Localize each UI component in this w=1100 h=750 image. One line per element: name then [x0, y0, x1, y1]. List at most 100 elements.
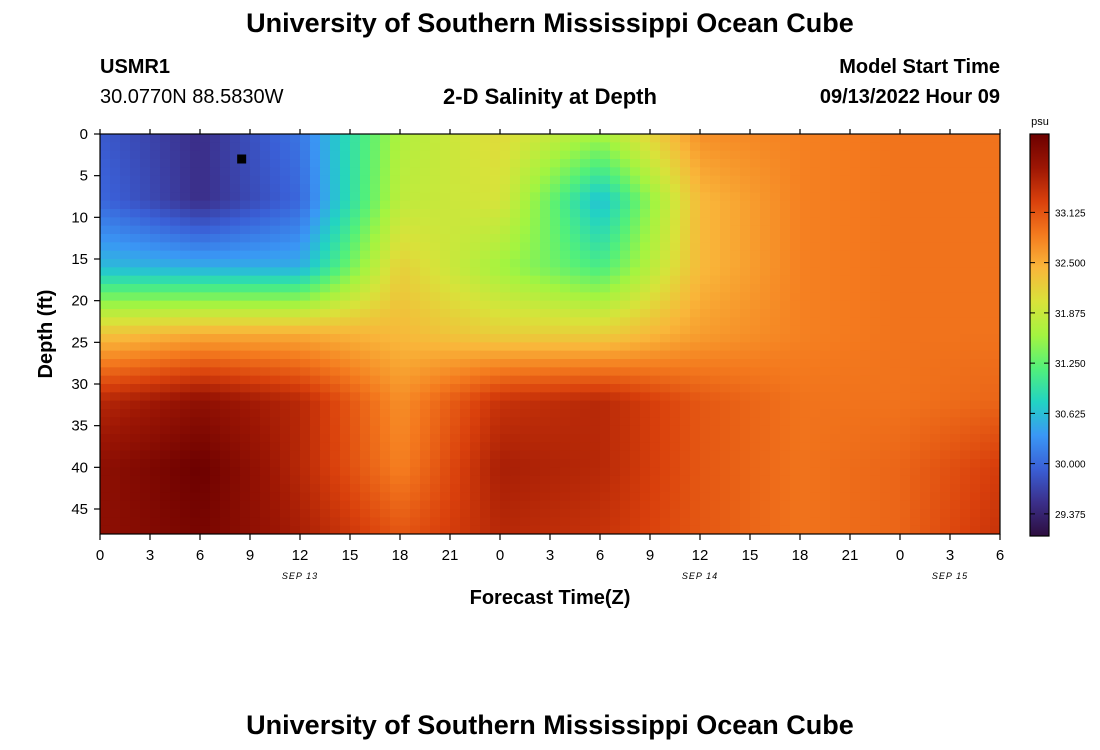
- heatmap-cell: [600, 450, 611, 460]
- heatmap-cell: [770, 175, 781, 185]
- heatmap-cell: [840, 150, 851, 160]
- heatmap-cell: [850, 442, 861, 452]
- heatmap-cell: [460, 167, 471, 177]
- colorbar-tick-label: 32.500: [1055, 259, 1086, 270]
- heatmap-cell: [190, 367, 201, 377]
- heatmap-cell: [290, 375, 301, 385]
- heatmap-cell: [510, 325, 521, 335]
- heatmap-cell: [510, 509, 521, 518]
- heatmap-cell: [400, 242, 411, 252]
- heatmap-cell: [940, 350, 951, 360]
- heatmap-cell: [280, 300, 291, 310]
- heatmap-cell: [420, 192, 431, 202]
- heatmap-cell: [480, 284, 491, 293]
- heatmap-cell: [730, 492, 741, 502]
- heatmap-cell: [190, 417, 201, 427]
- heatmap-cell: [280, 250, 291, 260]
- heatmap-cell: [300, 192, 311, 202]
- heatmap-cell: [190, 234, 201, 243]
- heatmap-cell: [530, 492, 541, 502]
- heatmap-cell: [920, 300, 931, 310]
- heatmap-cell: [140, 325, 151, 335]
- heatmap-cell: [530, 450, 541, 460]
- heatmap-cell: [580, 317, 591, 327]
- heatmap-cell: [490, 350, 501, 360]
- heatmap-cell: [650, 234, 661, 243]
- heatmap-cell: [430, 284, 441, 293]
- heatmap-cell: [190, 350, 201, 360]
- heatmap-cell: [530, 209, 541, 218]
- heatmap-cell: [480, 517, 491, 527]
- heatmap-cell: [730, 259, 741, 268]
- heatmap-cell: [670, 209, 681, 218]
- heatmap-cell: [350, 200, 361, 210]
- heatmap-cell: [700, 142, 711, 152]
- heatmap-cell: [880, 184, 891, 193]
- heatmap-cell: [720, 475, 731, 485]
- heatmap-cell: [740, 275, 751, 285]
- heatmap-cell: [420, 325, 431, 335]
- heatmap-cell: [580, 509, 591, 518]
- heatmap-cell: [270, 234, 281, 243]
- heatmap-cell: [170, 400, 181, 410]
- heatmap-cell: [240, 317, 251, 327]
- heatmap-cell: [110, 300, 121, 310]
- heatmap-cell: [140, 200, 151, 210]
- heatmap-cell: [780, 400, 791, 410]
- heatmap-cell: [420, 359, 431, 368]
- heatmap-cell: [120, 500, 131, 510]
- heatmap-cell: [800, 342, 811, 352]
- heatmap-cell: [330, 175, 341, 185]
- heatmap-cell: [350, 475, 361, 485]
- heatmap-cell: [890, 175, 901, 185]
- heatmap-cell: [830, 467, 841, 477]
- heatmap-cell: [960, 517, 971, 527]
- heatmap-cell: [650, 392, 661, 402]
- heatmap-cell: [820, 442, 831, 452]
- heatmap-cell: [740, 492, 751, 502]
- heatmap-cell: [280, 434, 291, 443]
- heatmap-cell: [720, 384, 731, 393]
- heatmap-cell: [430, 392, 441, 402]
- heatmap-cell: [150, 442, 161, 452]
- heatmap-cell: [330, 275, 341, 285]
- heatmap-cell: [700, 392, 711, 402]
- heatmap-cell: [530, 200, 541, 210]
- heatmap-cell: [240, 525, 251, 534]
- heatmap-cell: [920, 250, 931, 260]
- heatmap-cell: [790, 275, 801, 285]
- heatmap-cell: [790, 234, 801, 243]
- heatmap-cell: [430, 309, 441, 318]
- heatmap-cell: [480, 492, 491, 502]
- heatmap-cell: [510, 400, 521, 410]
- heatmap-cell: [170, 309, 181, 318]
- heatmap-cell: [360, 242, 371, 252]
- heatmap-cell: [180, 292, 191, 302]
- heatmap-cell: [310, 175, 321, 185]
- heatmap-cell: [790, 150, 801, 160]
- heatmap-cell: [890, 375, 901, 385]
- heatmap-cell: [770, 367, 781, 377]
- heatmap-cell: [720, 517, 731, 527]
- heatmap-cell: [610, 417, 621, 427]
- heatmap-cell: [480, 484, 491, 493]
- heatmap-cell: [310, 400, 321, 410]
- heatmap-cell: [510, 267, 521, 277]
- heatmap-cell: [790, 384, 801, 393]
- heatmap-cell: [480, 200, 491, 210]
- heatmap-cell: [630, 375, 641, 385]
- heatmap-cell: [380, 309, 391, 318]
- heatmap-cell: [140, 442, 151, 452]
- heatmap-cell: [170, 325, 181, 335]
- heatmap-cell: [120, 459, 131, 468]
- heatmap-cell: [530, 284, 541, 293]
- heatmap-cell: [950, 367, 961, 377]
- heatmap-cell: [730, 384, 741, 393]
- heatmap-cell: [810, 517, 821, 527]
- heatmap-cell: [140, 159, 151, 168]
- heatmap-cell: [220, 300, 231, 310]
- heatmap-cell: [980, 225, 991, 235]
- chart-title: 2-D Salinity at Depth: [443, 84, 657, 109]
- heatmap-cell: [860, 300, 871, 310]
- heatmap-cell: [810, 417, 821, 427]
